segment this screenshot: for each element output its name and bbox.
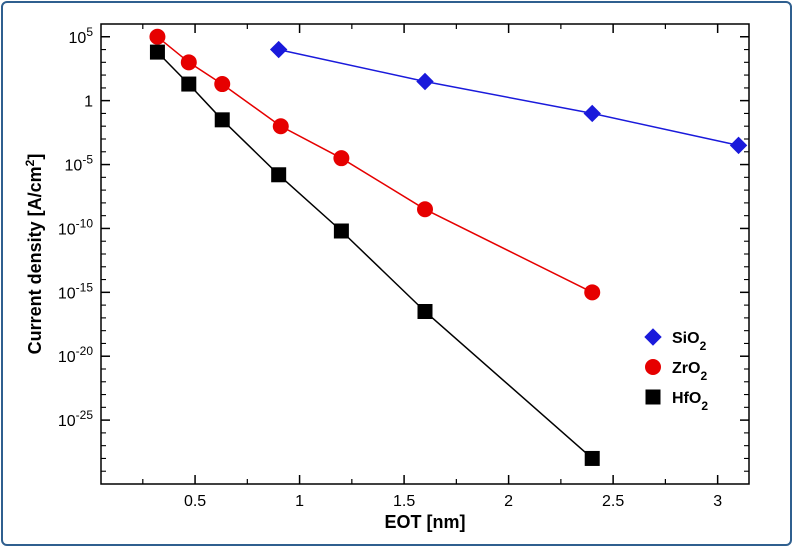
y-tick-label: 1 [84, 94, 93, 111]
y-tick-label-exp: 5 [86, 25, 93, 39]
y-tick-label-base: 10 [69, 30, 87, 47]
data-point-hfo2 [181, 76, 197, 92]
data-point-zro2 [333, 150, 350, 167]
data-point-zro2 [584, 284, 601, 301]
legend-label-sub: 2 [700, 339, 707, 353]
data-point-hfo2 [149, 44, 165, 60]
y-tick-label: 10-25 [58, 408, 93, 430]
y-axis-label-end: ] [25, 154, 45, 160]
x-tick-label: 2 [504, 493, 513, 510]
series-line-sio2 [278, 48, 739, 147]
y-axis-label-sup: 2 [23, 159, 37, 166]
y-tick-label-exp: -25 [76, 408, 94, 422]
y-tick-label-base: 10 [58, 285, 76, 302]
x-tick-label: 3 [713, 493, 722, 510]
legend-marker-zro2 [645, 359, 661, 375]
y-tick-label-base: 1 [84, 94, 93, 111]
x-tick-label: 1 [295, 493, 304, 510]
legend-label-hfo2: HfO2 [672, 390, 708, 413]
y-tick-label: 10-15 [58, 280, 93, 302]
x-tick-label: 0.5 [184, 493, 206, 510]
data-point-zro2 [214, 76, 231, 93]
legend-label-main: SiO [672, 330, 700, 347]
series-markers [149, 28, 748, 466]
x-tick-label: 1.5 [393, 493, 415, 510]
x-axis-label: EOT [nm] [385, 512, 466, 532]
chart-svg: 0.5 1 1.5 2 2.5 3105110-510-1010-1510-2010-25… [23, 23, 750, 532]
legend-marker-sio2 [644, 328, 662, 346]
legend-label-main: ZrO [672, 360, 700, 377]
plot-area [100, 23, 750, 485]
legend-marker-hfo2 [645, 389, 661, 405]
data-point-zro2 [272, 118, 289, 135]
y-tick-label-exp: -20 [76, 344, 94, 358]
y-axis-label-main: Current density [A/cm [25, 166, 45, 354]
legend-label-sub: 2 [701, 399, 708, 413]
data-point-sio2 [729, 136, 748, 155]
data-point-sio2 [416, 72, 434, 91]
legend-label-zro2: ZrO2 [672, 360, 707, 383]
y-tick-label: 10-5 [65, 153, 94, 175]
data-point-hfo2 [584, 450, 600, 466]
y-tick-label-base: 10 [65, 158, 83, 175]
legend-label-main: HfO [672, 390, 701, 407]
y-tick-label-exp: -5 [82, 153, 93, 167]
y-tick-label-base: 10 [58, 221, 76, 238]
data-point-zro2 [417, 201, 433, 218]
data-point-sio2 [583, 104, 601, 123]
y-tick-label-exp: -15 [76, 280, 94, 294]
y-tick-label-base: 10 [58, 413, 76, 430]
y-tick-label: 10-20 [58, 344, 93, 366]
y-tick-label: 10-10 [58, 216, 93, 238]
y-axis-label: Current density [A/cm2] [23, 154, 45, 355]
data-point-sio2 [269, 40, 288, 59]
data-point-zro2 [180, 54, 197, 71]
y-tick-label: 105 [69, 25, 94, 47]
data-point-hfo2 [214, 112, 230, 128]
data-point-hfo2 [417, 304, 433, 319]
data-point-hfo2 [333, 223, 349, 239]
data-point-zro2 [149, 28, 166, 45]
y-tick-label-base: 10 [58, 349, 76, 366]
y-tick-label-exp: -10 [76, 216, 94, 230]
legend-label-sub: 2 [700, 369, 707, 383]
data-point-hfo2 [271, 167, 287, 183]
legend-label-sio2: SiO2 [672, 330, 707, 353]
x-tick-label: 2.5 [602, 493, 624, 510]
